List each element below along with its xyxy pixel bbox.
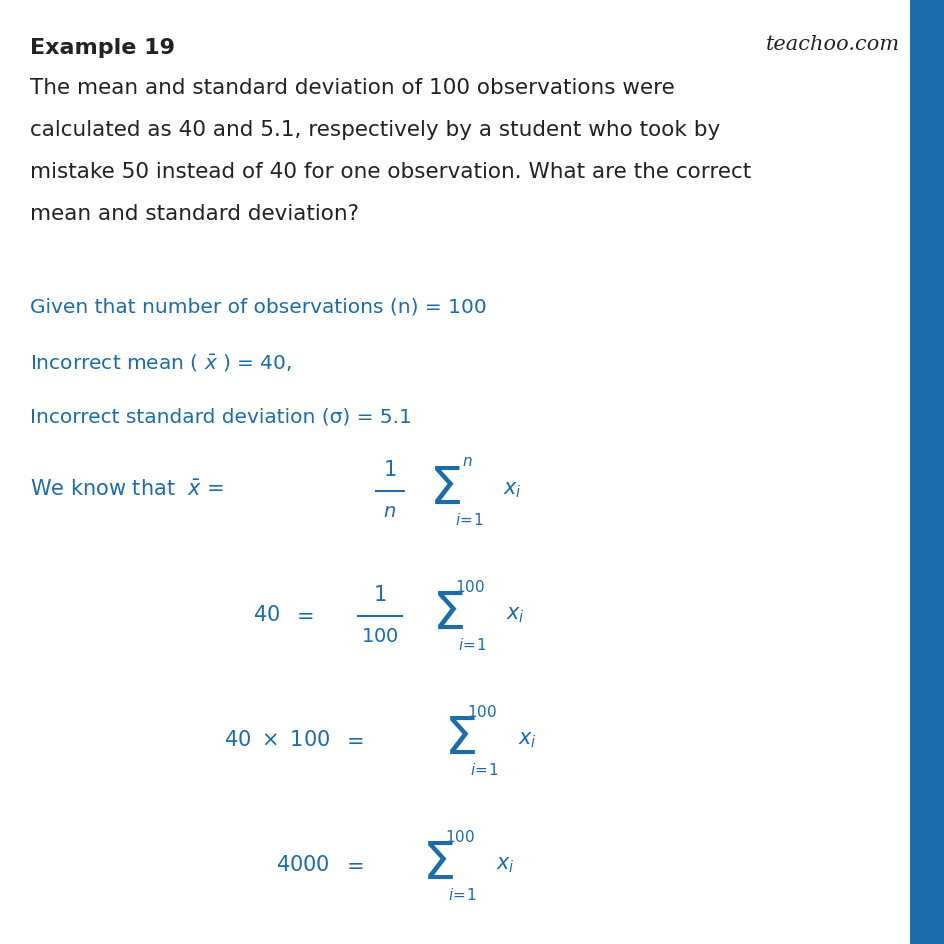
Text: $\Sigma$: $\Sigma$ [431,588,464,640]
Text: $=$: $=$ [342,854,363,874]
Text: $i\!=\!1$: $i\!=\!1$ [458,636,486,652]
Text: $=$: $=$ [342,729,363,750]
Text: $=$: $=$ [292,604,313,624]
Text: $1$: $1$ [373,584,386,604]
Text: $x_i$: $x_i$ [496,854,514,874]
Text: $\Sigma$: $\Sigma$ [429,464,461,515]
Text: $100$: $100$ [466,703,497,719]
Text: $n$: $n$ [383,501,396,520]
Text: $i\!=\!1$: $i\!=\!1$ [447,886,476,902]
Text: $\Sigma$: $\Sigma$ [444,714,476,766]
Text: $4000$: $4000$ [276,854,329,874]
Text: $\Sigma$: $\Sigma$ [422,838,453,890]
Text: $100$: $100$ [454,579,484,595]
Text: mean and standard deviation?: mean and standard deviation? [30,204,359,224]
Text: We know that  $\bar{x}$ =: We know that $\bar{x}$ = [30,480,224,499]
Text: $i\!=\!1$: $i\!=\!1$ [469,761,497,777]
Text: $1$: $1$ [383,460,396,480]
Text: Given that number of observations (n) = 100: Given that number of observations (n) = … [30,297,486,316]
Text: $100$: $100$ [361,626,398,646]
Bar [909,0,944,944]
Text: $x_i$: $x_i$ [517,729,536,750]
Text: teachoo.com: teachoo.com [765,35,899,54]
Text: The mean and standard deviation of 100 observations were: The mean and standard deviation of 100 o… [30,78,674,98]
Text: Incorrect mean ( $\bar{x}$ ) = 40,: Incorrect mean ( $\bar{x}$ ) = 40, [30,353,292,374]
Text: $40\ \times\ 100$: $40\ \times\ 100$ [224,729,329,750]
Text: Example 19: Example 19 [30,38,175,58]
Text: calculated as 40 and 5.1, respectively by a student who took by: calculated as 40 and 5.1, respectively b… [30,120,719,140]
Text: $n$: $n$ [462,454,472,469]
Text: $x_i$: $x_i$ [505,604,524,624]
Text: Incorrect standard deviation (σ) = 5.1: Incorrect standard deviation (σ) = 5.1 [30,408,412,427]
Text: $40$: $40$ [253,604,279,624]
Text: mistake 50 instead of 40 for one observation. What are the correct: mistake 50 instead of 40 for one observa… [30,161,750,182]
Text: $i\!=\!1$: $i\!=\!1$ [454,512,482,528]
Text: $100$: $100$ [445,828,475,844]
Text: $x_i$: $x_i$ [502,480,521,499]
